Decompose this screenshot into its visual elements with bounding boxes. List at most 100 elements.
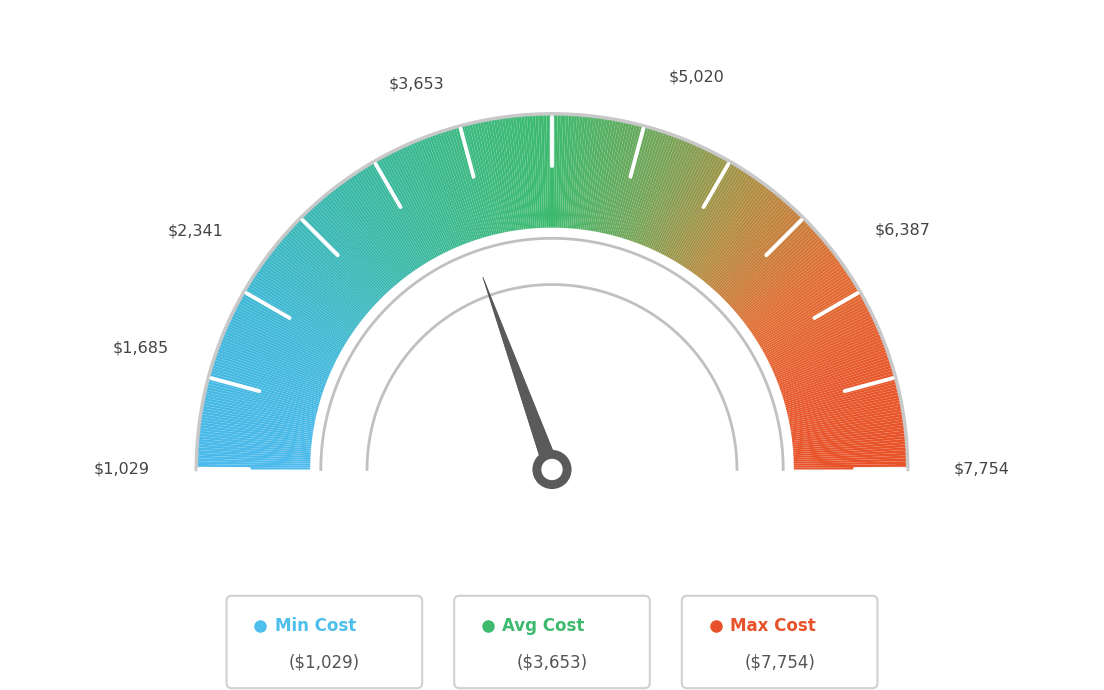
Wedge shape	[667, 157, 723, 257]
Wedge shape	[643, 140, 688, 246]
Wedge shape	[532, 115, 541, 228]
Wedge shape	[199, 422, 312, 439]
Wedge shape	[634, 135, 676, 243]
Wedge shape	[763, 296, 863, 353]
Wedge shape	[733, 235, 820, 311]
Wedge shape	[751, 267, 846, 333]
Wedge shape	[641, 139, 686, 246]
Wedge shape	[569, 115, 580, 228]
Wedge shape	[664, 154, 719, 256]
Wedge shape	[230, 315, 335, 366]
Wedge shape	[205, 386, 317, 415]
Wedge shape	[787, 386, 899, 415]
Wedge shape	[794, 453, 907, 460]
Wedge shape	[794, 458, 907, 464]
Wedge shape	[683, 170, 747, 267]
Wedge shape	[524, 115, 535, 228]
Wedge shape	[450, 128, 485, 238]
Wedge shape	[491, 119, 512, 231]
Wedge shape	[197, 447, 310, 456]
Wedge shape	[794, 450, 907, 458]
Wedge shape	[367, 165, 427, 264]
Wedge shape	[238, 298, 340, 355]
Wedge shape	[793, 436, 906, 448]
Wedge shape	[379, 158, 435, 259]
Wedge shape	[716, 208, 796, 293]
Wedge shape	[793, 439, 906, 451]
Wedge shape	[416, 140, 461, 246]
Wedge shape	[744, 254, 837, 324]
Wedge shape	[258, 267, 353, 333]
Wedge shape	[209, 375, 319, 408]
Wedge shape	[680, 168, 743, 265]
Wedge shape	[670, 159, 729, 259]
Wedge shape	[660, 151, 713, 254]
Wedge shape	[673, 162, 733, 262]
Wedge shape	[792, 420, 904, 437]
Wedge shape	[622, 129, 657, 238]
Text: $7,754: $7,754	[954, 462, 1010, 477]
Wedge shape	[595, 119, 618, 232]
Wedge shape	[203, 397, 315, 422]
Wedge shape	[255, 272, 351, 337]
Wedge shape	[214, 357, 322, 395]
Text: $5,020: $5,020	[668, 70, 724, 85]
Wedge shape	[714, 206, 794, 292]
Wedge shape	[300, 216, 382, 299]
Wedge shape	[756, 279, 853, 342]
Wedge shape	[737, 241, 826, 315]
Wedge shape	[696, 184, 765, 276]
Wedge shape	[502, 117, 520, 230]
Wedge shape	[562, 114, 569, 228]
Wedge shape	[295, 222, 379, 302]
Wedge shape	[655, 148, 705, 251]
Wedge shape	[584, 117, 602, 230]
Wedge shape	[197, 450, 310, 458]
Wedge shape	[235, 306, 338, 359]
Wedge shape	[786, 381, 898, 411]
Wedge shape	[200, 420, 312, 437]
Wedge shape	[408, 143, 456, 248]
Wedge shape	[225, 326, 331, 373]
Wedge shape	[219, 344, 326, 386]
Wedge shape	[549, 114, 552, 228]
Wedge shape	[725, 222, 809, 302]
Wedge shape	[229, 318, 333, 368]
Wedge shape	[290, 226, 375, 305]
Wedge shape	[535, 114, 542, 228]
Wedge shape	[698, 185, 767, 277]
Wedge shape	[259, 265, 354, 332]
Wedge shape	[575, 115, 588, 229]
Wedge shape	[243, 291, 343, 350]
Wedge shape	[794, 461, 907, 466]
Wedge shape	[590, 118, 611, 231]
Wedge shape	[648, 143, 696, 248]
Wedge shape	[223, 331, 329, 377]
Wedge shape	[623, 130, 659, 239]
Wedge shape	[704, 194, 778, 283]
Wedge shape	[711, 201, 787, 288]
Wedge shape	[739, 243, 828, 317]
Wedge shape	[730, 228, 815, 307]
Wedge shape	[703, 192, 776, 282]
Wedge shape	[743, 251, 835, 323]
Wedge shape	[480, 121, 505, 233]
Wedge shape	[388, 152, 443, 255]
Wedge shape	[439, 131, 477, 240]
Wedge shape	[676, 164, 735, 262]
Wedge shape	[375, 159, 434, 259]
Wedge shape	[434, 133, 474, 242]
Wedge shape	[253, 274, 350, 338]
Wedge shape	[460, 125, 492, 236]
Wedge shape	[305, 212, 385, 296]
Wedge shape	[599, 121, 624, 233]
Wedge shape	[332, 188, 404, 279]
Wedge shape	[348, 177, 414, 272]
Wedge shape	[323, 195, 397, 284]
Text: $3,653: $3,653	[389, 77, 444, 91]
Wedge shape	[424, 137, 467, 244]
Wedge shape	[784, 371, 894, 404]
Wedge shape	[201, 411, 314, 432]
Wedge shape	[783, 362, 892, 398]
Wedge shape	[287, 230, 373, 308]
